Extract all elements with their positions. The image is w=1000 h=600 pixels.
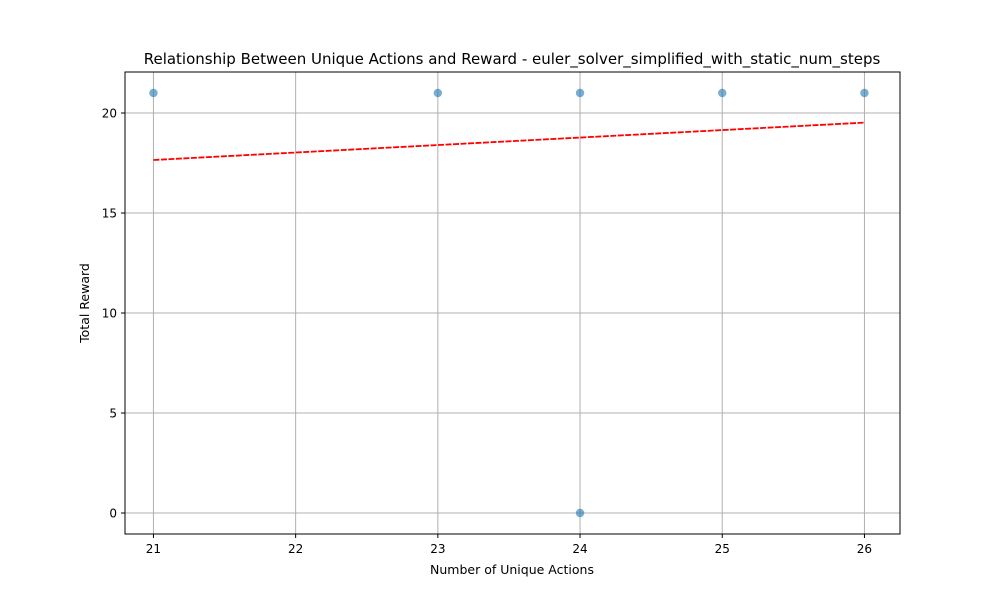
chart-title: Relationship Between Unique Actions and …	[144, 50, 881, 69]
data-point	[575, 508, 585, 518]
trendline	[153, 121, 865, 161]
data-point	[433, 88, 443, 98]
y-tick-label: 0	[109, 507, 117, 521]
x-tick-label: 24	[572, 542, 587, 556]
y-axis-ticks: 0 5 10 15 20	[102, 107, 125, 521]
x-tick-label: 21	[146, 542, 161, 556]
grid-lines	[125, 72, 900, 534]
plot-area-frame	[124, 71, 901, 535]
data-point	[718, 88, 727, 98]
x-tick-label: 23	[430, 542, 445, 556]
data-point	[860, 88, 869, 98]
x-axis-ticks: 21 22 23 24 25 26	[146, 534, 872, 556]
y-tick-label: 20	[102, 107, 117, 121]
y-axis-label: Total Reward	[77, 263, 92, 344]
data-points	[149, 88, 869, 518]
y-tick-label: 5	[109, 407, 117, 421]
data-point	[575, 88, 585, 98]
y-tick-label: 15	[102, 207, 117, 221]
x-tick-label: 25	[715, 542, 730, 556]
data-point	[149, 88, 158, 98]
x-tick-label: 22	[288, 542, 303, 556]
trendline-layer	[153, 121, 865, 161]
x-axis-label: Number of Unique Actions	[430, 562, 594, 577]
x-tick-label: 26	[857, 542, 872, 556]
y-tick-label: 10	[102, 307, 117, 321]
